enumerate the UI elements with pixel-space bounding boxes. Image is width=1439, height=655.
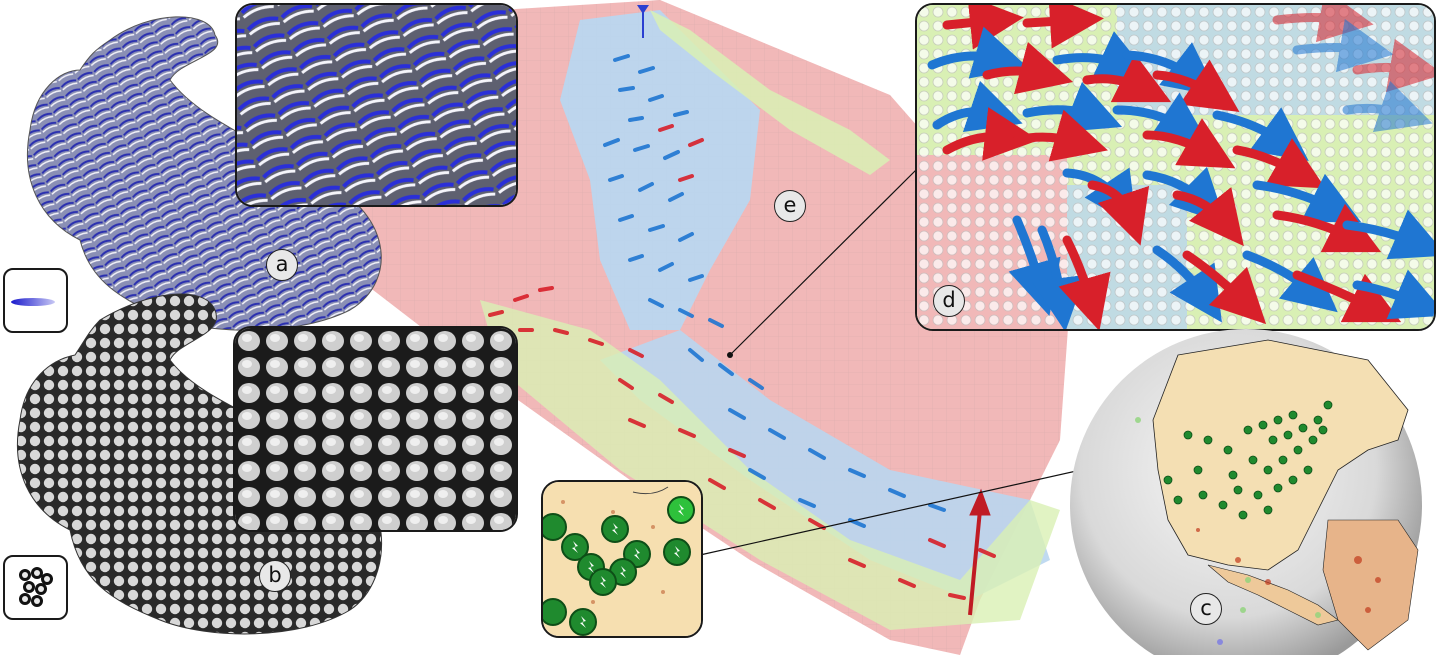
stroke-legend-icon — [3, 268, 68, 333]
panel-label-c: c — [1190, 593, 1222, 625]
connector-dot — [727, 352, 733, 358]
panel-label-a: a — [266, 249, 298, 281]
inset-d-arrows: d — [915, 3, 1436, 331]
inset-map-markers — [541, 480, 703, 638]
inset-b-texture — [233, 326, 518, 532]
panel-label-d: d — [933, 285, 965, 317]
cell-legend-icon — [3, 555, 68, 620]
panel-label-e: e — [774, 190, 806, 222]
inset-a-texture — [235, 3, 518, 207]
globe-panel: c — [1068, 320, 1430, 655]
panel-label-b: b — [259, 560, 291, 592]
